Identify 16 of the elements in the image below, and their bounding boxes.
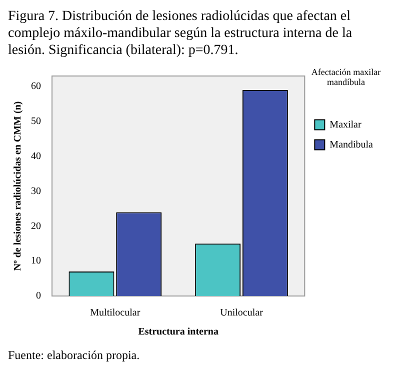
x-tick-label: Multilocular	[90, 308, 141, 319]
x-axis-title: Estructura interna	[138, 326, 218, 338]
legend-label: Mandibula	[330, 139, 374, 150]
y-axis-title: Nº de lesiones radiolúcidas en CMM (n)	[12, 101, 24, 271]
y-tick-label: 30	[31, 186, 41, 197]
y-tick-label: 40	[31, 150, 41, 162]
legend-title: Afectación maxilar mandíbula	[310, 67, 382, 87]
y-tick-label: 60	[31, 81, 41, 92]
x-tick-label: Unilocular	[220, 308, 264, 319]
chart-title: Figura 7. Distribución de lesiones radiolúcidas que afectan el complejo máxilo-mandibular según la estructura interna de la lesión. Significancia (bilateral): p=0.791.	[8, 8, 354, 59]
y-tick-label: 50	[31, 116, 41, 128]
legend-label: Maxilar	[330, 119, 362, 130]
y-tick-label: 10	[31, 256, 41, 267]
y-tick-label: 20	[31, 220, 41, 232]
source-note: Fuente: elaboración propia.	[8, 348, 141, 363]
y-tick-label: 0	[36, 290, 41, 302]
